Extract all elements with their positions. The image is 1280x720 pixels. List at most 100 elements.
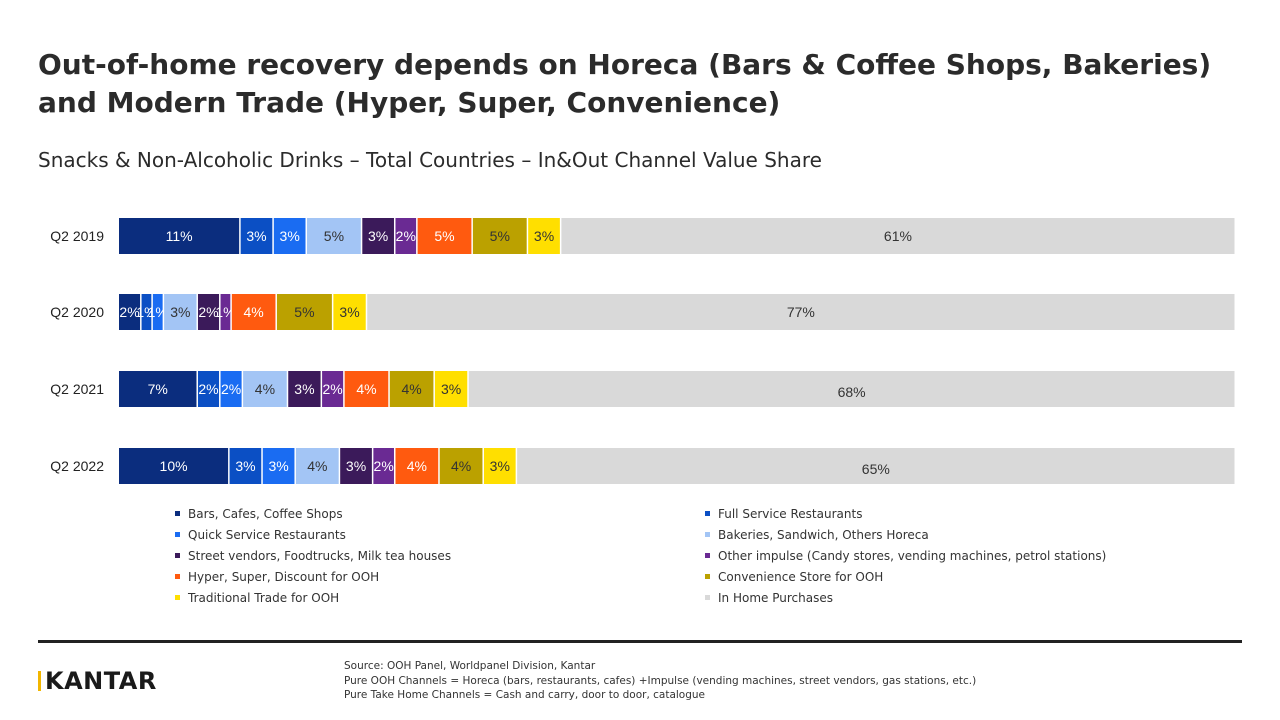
data-label: 5%	[324, 228, 344, 244]
legend-swatch	[175, 574, 180, 579]
data-label: 65%	[862, 461, 890, 477]
bar-segment	[483, 448, 516, 484]
legend-label: Other impulse (Candy stores, vending mac…	[718, 548, 1107, 563]
legend-swatch	[175, 553, 180, 558]
bar-segment	[468, 371, 1235, 407]
legend-item-in-home: In Home Purchases	[705, 587, 1175, 608]
bar-segment	[439, 448, 483, 484]
data-label: 4%	[356, 381, 376, 397]
data-label: 4%	[451, 458, 471, 474]
kantar-logo: KANTAR	[38, 667, 157, 695]
data-label: 3%	[534, 228, 554, 244]
bar-segment	[231, 294, 276, 330]
bar-segment	[141, 294, 152, 330]
bar-segment	[395, 448, 439, 484]
bar-segment	[152, 294, 163, 330]
data-label: 1%	[215, 304, 235, 320]
data-label: 3%	[490, 458, 510, 474]
data-label: 3%	[246, 228, 266, 244]
stacked-bar-chart: Q2 2019 11% 3% 3% 5% 3% 2% 5% 5% 3% 61%Q2 2020 2%1%…	[50, 218, 1235, 484]
data-label: 3%	[346, 458, 366, 474]
bar-segment	[288, 371, 321, 407]
data-label: 3%	[294, 381, 314, 397]
legend-swatch	[175, 532, 180, 537]
bar-segment	[434, 371, 468, 407]
bar-segment	[276, 294, 332, 330]
legend-label: Street vendors, Foodtrucks, Milk tea hou…	[188, 548, 452, 563]
data-label: 7%	[148, 381, 168, 397]
legend-item-full-service: Full Service Restaurants	[705, 503, 1175, 524]
bar-segment	[119, 371, 197, 407]
data-label: 5%	[294, 304, 314, 320]
bar-segment	[561, 218, 1235, 254]
source-line: Pure Take Home Channels = Cash and carry…	[344, 689, 705, 701]
footer-divider	[38, 640, 1242, 643]
data-label: 3%	[368, 228, 388, 244]
bar-segment	[164, 294, 197, 330]
data-label: 3%	[339, 304, 359, 320]
data-label: 4%	[407, 458, 427, 474]
data-label: 3%	[280, 228, 300, 244]
chart-legend: Bars, Cafes, Coffee Shops Full Service R…	[175, 503, 1175, 608]
data-label: 4%	[255, 381, 275, 397]
bar-segment	[197, 294, 220, 330]
source-line: Pure OOH Channels = Horeca (bars, restau…	[344, 674, 977, 687]
legend-label: Hyper, Super, Discount for OOH	[188, 569, 380, 584]
bar-segment	[389, 371, 434, 407]
bar-segment	[362, 218, 394, 254]
logo-mark-icon	[38, 671, 41, 691]
data-label: 4%	[307, 458, 327, 474]
bar-segment	[240, 218, 273, 254]
data-label: 2%	[198, 304, 218, 320]
bar-segment	[307, 218, 361, 254]
legend-item-convenience: Convenience Store for OOH	[705, 566, 1175, 587]
bar-segment	[528, 218, 560, 254]
bar-segment	[333, 294, 366, 330]
page-title: Out-of-home recovery depends on Horeca (…	[38, 48, 1212, 119]
category-label: Q2 2019	[50, 228, 104, 244]
bar-segment	[119, 218, 240, 254]
category-label: Q2 2020	[50, 304, 104, 320]
data-label: 11%	[166, 228, 193, 244]
legend-swatch	[705, 574, 710, 579]
data-label: 2%	[374, 458, 394, 474]
bar-segment	[344, 371, 389, 407]
bar-segment	[295, 448, 339, 484]
legend-item-quick-service: Quick Service Restaurants	[175, 524, 705, 545]
bar-segment	[472, 218, 527, 254]
legend-item-bakeries: Bakeries, Sandwich, Others Horeca	[705, 524, 1175, 545]
legend-label: Bars, Cafes, Coffee Shops	[188, 506, 343, 521]
bar-segment	[220, 371, 242, 407]
data-label: 10%	[160, 458, 188, 474]
logo-text: KANTAR	[45, 667, 157, 695]
bar-segment	[322, 371, 344, 407]
data-label: 68%	[838, 384, 866, 400]
legend-label: Bakeries, Sandwich, Others Horeca	[718, 527, 929, 542]
bar-segment	[243, 371, 287, 407]
legend-item-bars-cafes: Bars, Cafes, Coffee Shops	[175, 503, 705, 524]
data-label: 2%	[396, 228, 416, 244]
bar-segment	[417, 218, 472, 254]
data-label: 61%	[884, 228, 912, 244]
data-label: 3%	[235, 458, 255, 474]
category-label: Q2 2021	[50, 381, 104, 397]
legend-swatch	[175, 595, 180, 600]
data-label: 2%	[119, 304, 139, 320]
data-label: 3%	[170, 304, 190, 320]
bar-segment	[340, 448, 372, 484]
data-label: 2%	[198, 381, 218, 397]
bar-segment	[119, 294, 141, 330]
data-label: 1%	[148, 304, 168, 320]
bar-segment	[262, 448, 295, 484]
source-line: Source: OOH Panel, Worldpanel Division, …	[344, 660, 596, 672]
data-label: 4%	[401, 381, 421, 397]
data-label: 2%	[221, 381, 241, 397]
legend-swatch	[175, 511, 180, 516]
legend-swatch	[705, 553, 710, 558]
data-label: 4%	[244, 304, 264, 320]
legend-item-hyper-super: Hyper, Super, Discount for OOH	[175, 566, 705, 587]
legend-item-other-impulse: Other impulse (Candy stores, vending mac…	[705, 545, 1175, 566]
bar-segment	[395, 218, 417, 254]
bar-segment	[367, 294, 1235, 330]
data-label: 2%	[323, 381, 343, 397]
